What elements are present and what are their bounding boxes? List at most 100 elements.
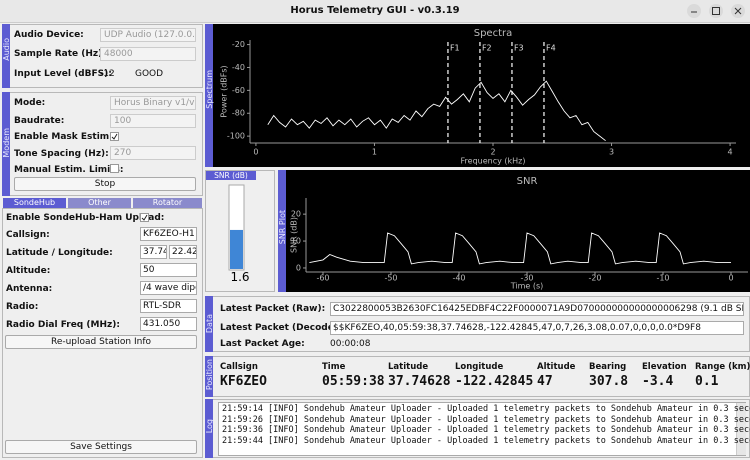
spectrum-chart: Spectra Frequency (kHz) Power (dBFs) -100 -8… [220, 28, 736, 166]
save-button[interactable]: Save Settings [5, 440, 197, 454]
snr-tab: SNR Plot [278, 210, 287, 245]
label: Baudrate: [14, 116, 65, 126]
snr-chart: SNR Time (s) SNR (dB) 0 10 20 -60 -50 -40 -30 -20 -… [290, 176, 748, 291]
modem-strip: Modem [2, 92, 11, 196]
rate-combo[interactable]: 48000 [100, 47, 196, 61]
label: Audio Device: [14, 30, 84, 40]
label: Tone Spacing (Hz): [14, 149, 109, 159]
position-header: Elevation [642, 362, 687, 372]
freq-marker-label: F3 [514, 44, 524, 53]
log-line: 21:59:14 [INFO] Sondehub Amateur Uploade… [222, 404, 750, 414]
label: Radio: [6, 302, 39, 312]
snr-gauge-value: 1.6 [230, 270, 249, 284]
position-strip: Position [205, 356, 214, 397]
position-value: -122.42845 [455, 374, 534, 389]
log-line: 21:59:26 [INFO] Sondehub Amateur Uploade… [222, 414, 750, 425]
tab[interactable]: Rotator [133, 198, 202, 208]
audio-strip: Audio [2, 24, 11, 88]
lon-input[interactable]: 22.428 [169, 245, 197, 259]
decoded-field[interactable]: $$KF6ZEO,40,05:59:38,37.74628,-122.42845… [330, 321, 744, 335]
position-header: Range (km) [695, 362, 750, 372]
position-header: Bearing [589, 362, 627, 372]
enable-checkbox[interactable] [140, 213, 149, 222]
y-tick-label: -40 [232, 63, 245, 72]
freq-input[interactable]: 431.050 [140, 317, 197, 331]
x-tick-label: 1 [372, 148, 377, 157]
x-tick-label: 3 [609, 148, 614, 157]
reupload-button[interactable]: Re-upload Station Info [5, 335, 197, 349]
x-tick-label: -10 [656, 274, 669, 283]
y-tick-label: 0 [296, 263, 301, 272]
y-tick-label: -60 [232, 86, 245, 95]
x-tick-label: 4 [728, 148, 733, 157]
window-controls[interactable] [686, 3, 748, 19]
label: Latitude / Longitude: [6, 248, 113, 258]
data-line [267, 80, 606, 142]
position-tab: Position [205, 359, 214, 391]
label: Manual Estim. Limits: [14, 165, 124, 175]
x-axis-label: Frequency (kHz) [461, 157, 526, 166]
manual-checkbox[interactable] [110, 164, 119, 173]
mask-checkbox[interactable] [110, 132, 119, 141]
label: Enable SondeHub-Ham Upload: [6, 213, 165, 223]
x-tick-label: -60 [316, 274, 329, 283]
x-axis-label: Time (s) [510, 282, 544, 291]
x-tick-label: -30 [520, 274, 533, 283]
spectrum-tab: Spectrum [205, 70, 214, 109]
position-header: Latitude [388, 362, 429, 372]
log-line: 21:59:44 [INFO] Sondehub Amateur Uploade… [222, 435, 750, 446]
y-axis-label: Power (dBFs) [220, 65, 229, 117]
label: Mode: [14, 98, 46, 108]
position-value: KF6ZEO [220, 374, 267, 389]
baud-combo[interactable]: 100 [110, 114, 196, 128]
snr-gauge: 1.6 [228, 184, 250, 284]
lat-input[interactable]: 37.746 [140, 245, 167, 259]
position-value: 37.74628 [388, 374, 451, 389]
position-value: 307.8 [589, 374, 629, 389]
spectrum-strip: Spectrum [205, 24, 214, 167]
snr-strip: SNR Plot [278, 170, 287, 292]
label: Last Packet Age: [220, 339, 305, 349]
freq-marker-label: F1 [450, 44, 460, 53]
device-combo[interactable]: UDP Audio (127.0.0.1 [100, 28, 196, 42]
mode-combo[interactable]: Horus Binary v1/v2 [110, 96, 196, 110]
alt-input[interactable]: 50 [140, 263, 197, 277]
label: Latest Packet (Decoded): [220, 323, 348, 333]
callsign-input[interactable]: KF6ZEO-H1 [140, 227, 197, 241]
stop-button[interactable]: Stop [14, 177, 196, 191]
position-header: Altitude [537, 362, 576, 372]
title-bar: Horus Telemetry GUI - v0.3.19 [0, 0, 750, 23]
label: Latest Packet (Raw): [220, 304, 326, 314]
label: Antenna: [6, 284, 53, 294]
level-value: -12 [100, 69, 115, 79]
sondehub-panel [2, 208, 203, 458]
tab[interactable]: SondeHub [3, 198, 66, 208]
chart-title: Spectra [474, 28, 513, 39]
modem-tab: Modem [2, 128, 11, 158]
freq-marker-label: F4 [546, 44, 556, 53]
log-scrollbar[interactable] [736, 403, 746, 455]
snr-gauge-bar [230, 229, 243, 269]
tab[interactable]: Other [68, 198, 131, 208]
data-line [309, 232, 731, 265]
label: Sample Rate (Hz): [14, 49, 106, 59]
log-strip: Log [205, 399, 214, 458]
raw-field[interactable]: C3022800053B2630FC16425EDBF4C22F0000071A… [330, 302, 744, 316]
level-status: GOOD [135, 69, 164, 79]
position-header: Longitude [455, 362, 504, 372]
position-header: Time [322, 362, 346, 372]
x-tick-label: -20 [588, 274, 601, 283]
radio-input[interactable]: RTL-SDR [140, 299, 197, 313]
antenna-input[interactable]: /4 wave dipole [140, 281, 197, 295]
x-tick-label: 0 [253, 148, 258, 157]
age-value: 00:00:08 [330, 339, 371, 349]
y-tick-label: -80 [232, 109, 245, 118]
y-tick-label: 10 [291, 237, 301, 246]
freq-marker-label: F2 [482, 44, 492, 53]
data-strip: Data [205, 296, 214, 352]
data-tab: Data [205, 314, 214, 334]
tone-input[interactable]: 270 [110, 146, 196, 160]
y-tick-label: 20 [291, 210, 301, 219]
x-tick-label: -50 [384, 274, 397, 283]
